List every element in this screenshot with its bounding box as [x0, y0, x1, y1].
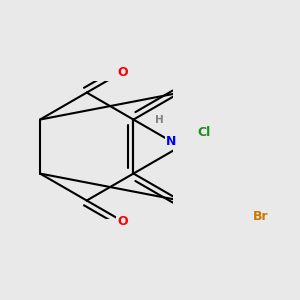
- Text: N: N: [166, 135, 176, 148]
- Text: O: O: [117, 214, 128, 227]
- Text: O: O: [117, 66, 128, 79]
- Text: Br: Br: [253, 209, 268, 223]
- Text: Cl: Cl: [198, 126, 211, 139]
- Text: H: H: [154, 115, 164, 124]
